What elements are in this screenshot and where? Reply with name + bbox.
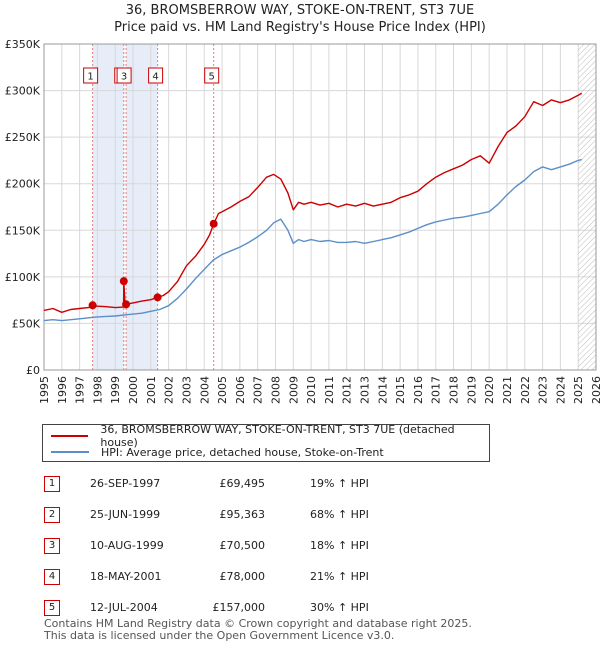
series-line xyxy=(43,92,583,313)
legend-swatch-red xyxy=(51,435,89,437)
x-tick-label: 2013 xyxy=(359,376,372,404)
tx-number: 1 xyxy=(44,476,60,492)
y-tick-label: £0 xyxy=(26,364,40,377)
x-tick-label: 2005 xyxy=(216,376,229,404)
x-tick-label: 2019 xyxy=(465,376,478,404)
tx-date: 12-JUL-2004 xyxy=(90,601,158,614)
x-tick-label: 1997 xyxy=(74,376,87,404)
x-tick-label: 2006 xyxy=(234,376,247,404)
x-tick-label: 1996 xyxy=(56,376,69,404)
y-tick-label: £200K xyxy=(5,178,41,191)
plot-area-frame xyxy=(43,43,597,371)
footer-licence: This data is licensed under the Open Gov… xyxy=(44,629,395,642)
x-tick-label: 2004 xyxy=(198,376,211,404)
x-tick-label: 1998 xyxy=(91,376,104,404)
x-tick-label: 2008 xyxy=(269,376,282,404)
tx-hpi: 19% ↑ HPI xyxy=(310,477,369,490)
sale-marker-box xyxy=(148,67,164,84)
x-tick-label: 2016 xyxy=(412,376,425,404)
x-tick-label: 2023 xyxy=(537,376,550,404)
tx-number: 5 xyxy=(44,600,60,616)
x-tick-label: 2002 xyxy=(163,376,176,404)
y-tick-label: £100K xyxy=(5,271,41,284)
tx-date: 10-AUG-1999 xyxy=(90,539,164,552)
y-tick-label: £350K xyxy=(5,38,41,51)
sale-point xyxy=(153,293,162,302)
x-tick-label: 2018 xyxy=(448,376,461,404)
sale-point xyxy=(119,277,128,286)
tx-date: 25-JUN-1999 xyxy=(90,508,161,521)
x-tick-label: 2000 xyxy=(127,376,140,404)
legend: 36, BROMSBERROW WAY, STOKE-ON-TRENT, ST3… xyxy=(42,423,490,462)
sale-point xyxy=(88,301,97,310)
chart-subtitle: Price paid vs. HM Land Registry's House … xyxy=(114,20,486,35)
x-tick-label: 1999 xyxy=(109,376,122,404)
y-tick-label: £150K xyxy=(5,224,41,237)
x-tick-label: 2015 xyxy=(394,376,407,404)
x-tick-label: 1995 xyxy=(38,376,51,404)
x-tick-label: 2025 xyxy=(572,376,585,404)
sale-point xyxy=(122,300,131,309)
tx-hpi: 30% ↑ HPI xyxy=(310,601,369,614)
tx-number: 4 xyxy=(44,569,60,585)
tx-hpi: 21% ↑ HPI xyxy=(310,570,369,583)
tx-date: 18-MAY-2001 xyxy=(90,570,162,583)
sale-point xyxy=(209,219,218,228)
tx-hpi: 18% ↑ HPI xyxy=(310,539,369,552)
x-tick-label: 2011 xyxy=(323,376,336,404)
legend-label-hpi: HPI: Average price, detached house, Stok… xyxy=(101,445,384,459)
legend-swatch-blue xyxy=(51,451,89,453)
sale-marker-label: 4 xyxy=(152,72,158,83)
y-tick-label: £50K xyxy=(12,317,41,330)
forecast-region xyxy=(578,44,596,370)
x-tick-label: 2026 xyxy=(590,376,600,404)
x-tick-label: 2009 xyxy=(287,376,300,404)
legend-label-property: 36, BROMSBERROW WAY, STOKE-ON-TRENT, ST3… xyxy=(100,423,455,449)
tx-price: £69,495 xyxy=(219,477,266,490)
footer-copyright: Contains HM Land Registry data © Crown c… xyxy=(44,617,472,630)
x-tick-label: 2022 xyxy=(519,376,532,404)
sale-marker-box xyxy=(116,67,132,84)
tx-hpi: 68% ↑ HPI xyxy=(310,508,369,521)
sale-marker-label: 3 xyxy=(121,72,127,83)
x-tick-label: 2003 xyxy=(180,376,193,404)
tx-number: 2 xyxy=(44,507,60,523)
tx-price: £70,500 xyxy=(219,539,266,552)
footer: Contains HM Land Registry data © Crown c… xyxy=(44,618,472,642)
x-tick-label: 2017 xyxy=(430,376,443,404)
x-tick-label: 2012 xyxy=(341,376,354,404)
legend-item-hpi: HPI: Average price, detached house, Stok… xyxy=(51,444,384,460)
sale-marker-box xyxy=(204,67,220,84)
ownership-band xyxy=(126,44,158,370)
x-tick-label: 2007 xyxy=(252,376,265,404)
series-line xyxy=(43,158,582,322)
sale-marker-box xyxy=(83,67,99,84)
y-tick-label: £300K xyxy=(5,85,41,98)
sale-marker-label: 5 xyxy=(209,72,215,83)
price-chart: 12345 £0£50K£100K£150K£200K£250K£300K£35… xyxy=(5,38,600,404)
sale-marker-label: 1 xyxy=(87,72,93,83)
tx-date: 26-SEP-1997 xyxy=(90,477,161,490)
x-tick-label: 2001 xyxy=(145,376,158,404)
tx-price: £78,000 xyxy=(219,570,266,583)
x-tick-label: 2024 xyxy=(554,376,567,404)
tx-price: £157,000 xyxy=(212,601,266,614)
tx-number: 3 xyxy=(44,538,60,554)
x-tick-label: 2020 xyxy=(483,376,496,404)
legend-item-property: 36, BROMSBERROW WAY, STOKE-ON-TRENT, ST3… xyxy=(51,423,489,449)
chart-title: 36, BROMSBERROW WAY, STOKE-ON-TRENT, ST3… xyxy=(125,3,475,18)
tx-price: £95,363 xyxy=(219,508,266,521)
x-tick-label: 2021 xyxy=(501,376,514,404)
x-tick-label: 2014 xyxy=(376,376,389,404)
y-tick-label: £250K xyxy=(5,131,41,144)
x-tick-label: 2010 xyxy=(305,376,318,404)
